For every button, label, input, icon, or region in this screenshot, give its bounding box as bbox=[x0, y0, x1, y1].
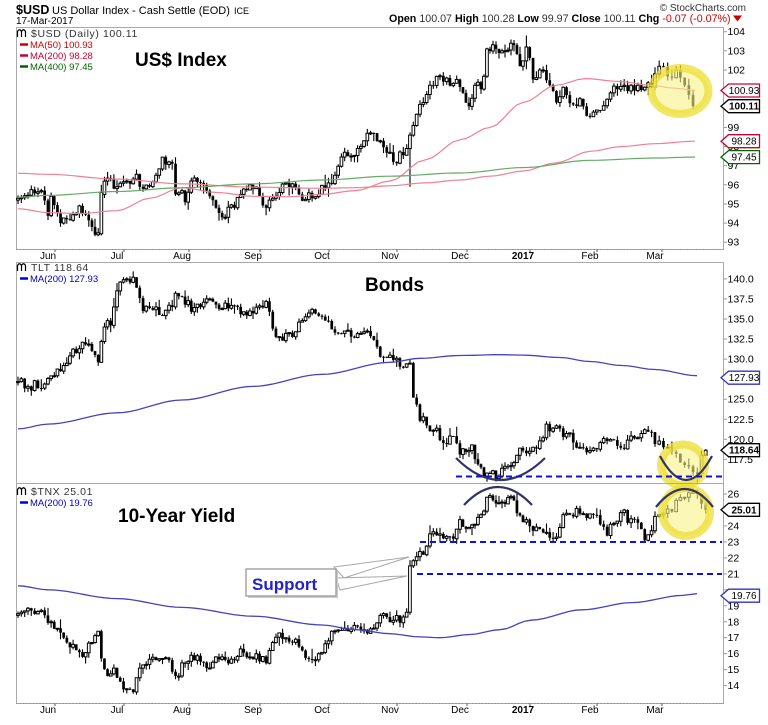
svg-text:Mar: Mar bbox=[646, 251, 664, 262]
svg-text:TLT 118.64: TLT 118.64 bbox=[31, 262, 89, 274]
svg-text:Support: Support bbox=[252, 575, 317, 594]
svg-text:ICE: ICE bbox=[234, 6, 249, 16]
svg-text:2017: 2017 bbox=[512, 705, 535, 716]
svg-text:MA(200) 127.93: MA(200) 127.93 bbox=[30, 274, 98, 285]
svg-text:122.5: 122.5 bbox=[728, 414, 754, 426]
svg-text:Jun: Jun bbox=[40, 251, 56, 262]
svg-text:Nov: Nov bbox=[381, 251, 399, 262]
svg-text:103: 103 bbox=[728, 45, 746, 57]
svg-text:21: 21 bbox=[728, 568, 740, 580]
svg-text:Sep: Sep bbox=[244, 705, 262, 716]
svg-text:100.93: 100.93 bbox=[729, 86, 760, 97]
svg-text:130.0: 130.0 bbox=[728, 354, 754, 366]
svg-text:137.5: 137.5 bbox=[728, 293, 754, 305]
svg-text:120.0: 120.0 bbox=[728, 434, 754, 446]
svg-text:US$ Index: US$ Index bbox=[135, 50, 227, 71]
svg-text:2017: 2017 bbox=[512, 251, 535, 262]
svg-text:135.0: 135.0 bbox=[728, 314, 754, 326]
svg-text:140.0: 140.0 bbox=[728, 273, 754, 285]
svg-text:127.93: 127.93 bbox=[729, 373, 760, 384]
svg-text:Sep: Sep bbox=[244, 251, 262, 262]
svg-text:97: 97 bbox=[728, 160, 740, 172]
svg-text:97.45: 97.45 bbox=[731, 153, 756, 164]
svg-text:10-Year Yield: 10-Year Yield bbox=[118, 506, 235, 527]
svg-text:Dec: Dec bbox=[451, 251, 469, 262]
svg-text:Oct: Oct bbox=[314, 251, 330, 262]
svg-text:19: 19 bbox=[728, 600, 740, 612]
svg-text:22: 22 bbox=[728, 552, 740, 564]
svg-text:MA(400) 97.45: MA(400) 97.45 bbox=[30, 62, 93, 73]
svg-text:Feb: Feb bbox=[581, 251, 599, 262]
svg-text:© StockCharts.com: © StockCharts.com bbox=[660, 3, 746, 14]
svg-text:18: 18 bbox=[728, 616, 740, 628]
svg-text:25.01: 25.01 bbox=[731, 505, 756, 516]
svg-text:94: 94 bbox=[728, 218, 740, 230]
svg-text:15: 15 bbox=[728, 664, 740, 676]
svg-text:Jul: Jul bbox=[111, 705, 124, 716]
svg-text:Bonds: Bonds bbox=[365, 275, 424, 296]
svg-text:MA(50) 100.93: MA(50) 100.93 bbox=[30, 40, 93, 51]
svg-text:Jul: Jul bbox=[111, 251, 124, 262]
svg-text:104: 104 bbox=[728, 26, 746, 38]
svg-text:95: 95 bbox=[728, 199, 740, 211]
svg-text:14: 14 bbox=[728, 680, 740, 692]
svg-text:Oct: Oct bbox=[314, 705, 330, 716]
svg-text:100.11: 100.11 bbox=[729, 102, 759, 113]
svg-text:102: 102 bbox=[728, 65, 746, 77]
svg-text:96: 96 bbox=[728, 179, 740, 191]
svg-text:17: 17 bbox=[728, 632, 740, 644]
svg-text:24: 24 bbox=[728, 520, 740, 532]
svg-text:MA(200) 19.76: MA(200) 19.76 bbox=[30, 498, 93, 509]
svg-text:19.76: 19.76 bbox=[731, 591, 756, 602]
svg-text:Feb: Feb bbox=[581, 705, 599, 716]
svg-text:Open 100.07 High 100.28 Low 99: Open 100.07 High 100.28 Low 99.97 Close … bbox=[389, 13, 731, 25]
svg-text:17-Mar-2017: 17-Mar-2017 bbox=[16, 16, 74, 27]
svg-text:Dec: Dec bbox=[451, 705, 469, 716]
svg-text:16: 16 bbox=[728, 648, 740, 660]
svg-text:MA(200) 98.28: MA(200) 98.28 bbox=[30, 51, 93, 62]
svg-text:125.0: 125.0 bbox=[728, 394, 754, 406]
svg-text:23: 23 bbox=[728, 536, 740, 548]
svg-text:Mar: Mar bbox=[646, 705, 664, 716]
svg-text:$TNX 25.01: $TNX 25.01 bbox=[31, 486, 93, 498]
svg-text:$USD (Daily) 100.11: $USD (Daily) 100.11 bbox=[31, 28, 138, 40]
svg-text:132.5: 132.5 bbox=[728, 334, 754, 346]
svg-text:98.28: 98.28 bbox=[731, 137, 756, 148]
svg-text:99: 99 bbox=[728, 122, 740, 134]
svg-text:Jun: Jun bbox=[40, 705, 56, 716]
svg-text:93: 93 bbox=[728, 237, 740, 249]
svg-text:Aug: Aug bbox=[173, 251, 191, 262]
svg-text:Aug: Aug bbox=[173, 705, 191, 716]
svg-text:118.64: 118.64 bbox=[729, 446, 759, 457]
svg-text:26: 26 bbox=[728, 489, 740, 501]
svg-text:Nov: Nov bbox=[381, 705, 399, 716]
svg-text:$USD: $USD bbox=[16, 3, 49, 17]
svg-text:US Dollar Index - Cash Settle: US Dollar Index - Cash Settle (EOD) bbox=[52, 5, 230, 17]
